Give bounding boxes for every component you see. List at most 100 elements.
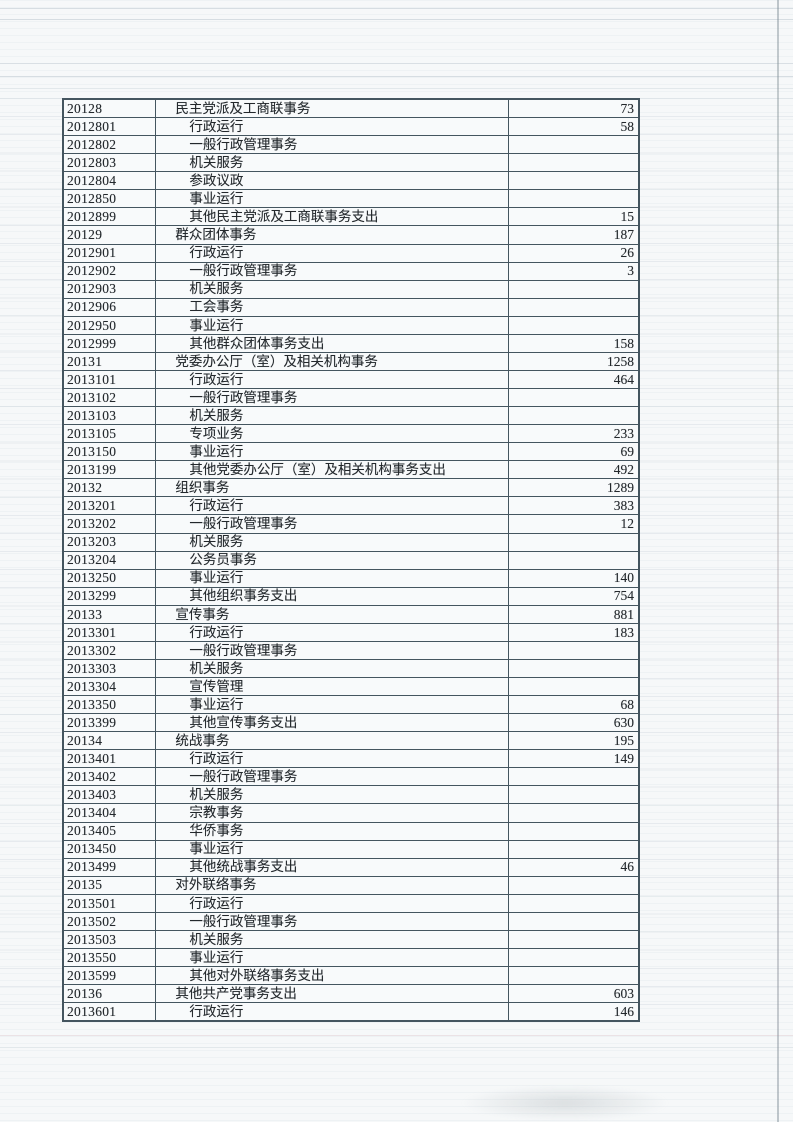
row-description: 对外联络事务 bbox=[156, 876, 509, 894]
row-description: 其他共产党事务支出 bbox=[156, 985, 509, 1003]
scan-artifact-line bbox=[0, 1035, 793, 1036]
table-row: 2013202 一般行政管理事务 12 bbox=[64, 514, 638, 533]
row-description: 一般行政管理事务 bbox=[156, 136, 509, 154]
row-description: 一般行政管理事务 bbox=[156, 641, 509, 659]
row-description: 宣传管理 bbox=[156, 678, 509, 696]
row-code: 2013404 bbox=[64, 804, 157, 822]
row-amount: 1258 bbox=[607, 353, 634, 369]
row-amount: 158 bbox=[613, 335, 634, 351]
row-description: 行政运行 bbox=[156, 1003, 509, 1021]
row-description: 一般行政管理事务 bbox=[156, 515, 509, 533]
row-description: 群众团体事务 bbox=[156, 226, 509, 244]
row-description: 其他群众团体事务支出 bbox=[156, 334, 509, 352]
table-row: 2012903 机关服务 bbox=[64, 279, 638, 298]
table-row: 2013201 行政运行 383 bbox=[64, 496, 638, 515]
row-amount bbox=[509, 877, 638, 894]
row-description: 机关服务 bbox=[156, 533, 509, 551]
row-code: 2013304 bbox=[64, 678, 157, 696]
row-code: 2013601 bbox=[64, 1003, 157, 1021]
table-row: 2012999 其他群众团体事务支出 158 bbox=[64, 333, 638, 352]
table-row: 20132 组织事务 1289 bbox=[64, 478, 638, 497]
table-row: 2013405 华侨事务 bbox=[64, 821, 638, 840]
row-amount bbox=[509, 281, 638, 298]
table-row: 2013203 机关服务 bbox=[64, 532, 638, 551]
row-amount bbox=[509, 768, 638, 785]
row-amount bbox=[509, 299, 638, 316]
row-amount bbox=[509, 552, 638, 569]
table-row: 2012902 一般行政管理事务 3 bbox=[64, 261, 638, 280]
row-description: 机关服务 bbox=[156, 659, 509, 677]
row-code: 20129 bbox=[64, 226, 157, 244]
row-amount bbox=[509, 913, 638, 930]
row-description: 机关服务 bbox=[156, 786, 509, 804]
row-code: 20134 bbox=[64, 732, 157, 750]
row-description: 其他组织事务支出 bbox=[156, 587, 509, 605]
row-description: 一般行政管理事务 bbox=[156, 912, 509, 930]
row-description: 组织事务 bbox=[156, 479, 509, 497]
table-row: 2013301 行政运行 183 bbox=[64, 622, 638, 641]
row-code: 2013450 bbox=[64, 840, 157, 858]
table-row: 2013199 其他党委办公厅（室）及相关机构事务支出 492 bbox=[64, 460, 638, 479]
row-description: 行政运行 bbox=[156, 894, 509, 912]
row-description: 机关服务 bbox=[156, 280, 509, 298]
row-amount: 15 bbox=[620, 209, 635, 225]
row-description: 宣传事务 bbox=[156, 605, 509, 623]
row-code: 20133 bbox=[64, 605, 157, 623]
row-amount bbox=[509, 534, 638, 551]
row-amount bbox=[509, 642, 638, 659]
row-amount: 1289 bbox=[607, 480, 634, 496]
table-row: 2012802 一般行政管理事务 bbox=[64, 135, 638, 154]
row-amount bbox=[509, 786, 638, 803]
row-code: 2013250 bbox=[64, 569, 157, 587]
row-amount bbox=[509, 317, 638, 334]
row-code: 2013103 bbox=[64, 407, 157, 425]
row-code: 2013150 bbox=[64, 443, 157, 461]
scan-smudge bbox=[460, 1085, 670, 1121]
table-row: 2013501 行政运行 bbox=[64, 893, 638, 912]
row-amount bbox=[509, 804, 638, 821]
table-row: 2013503 机关服务 bbox=[64, 929, 638, 948]
row-description: 其他统战事务支出 bbox=[156, 858, 509, 876]
table-row: 2012906 工会事务 bbox=[64, 297, 638, 316]
scan-artifact-line bbox=[0, 8, 793, 9]
row-code: 2013101 bbox=[64, 370, 157, 388]
row-code: 2013204 bbox=[64, 551, 157, 569]
row-description: 工会事务 bbox=[156, 298, 509, 316]
scan-artifact-vertical-line bbox=[777, 0, 779, 1122]
scan-artifact-line bbox=[0, 1047, 793, 1048]
row-description: 一般行政管理事务 bbox=[156, 262, 509, 280]
row-description: 专项业务 bbox=[156, 425, 509, 443]
row-description: 一般行政管理事务 bbox=[156, 389, 509, 407]
table-row: 2012801 行政运行 58 bbox=[64, 117, 638, 136]
row-amount bbox=[509, 136, 638, 153]
table-row: 20134 统战事务 195 bbox=[64, 731, 638, 750]
row-code: 2013403 bbox=[64, 786, 157, 804]
row-code: 2013203 bbox=[64, 533, 157, 551]
row-description: 一般行政管理事务 bbox=[156, 768, 509, 786]
table-row: 2013105 专项业务 233 bbox=[64, 424, 638, 443]
row-code: 2013199 bbox=[64, 461, 157, 479]
table-row: 2013404 宗教事务 bbox=[64, 803, 638, 822]
row-description: 行政运行 bbox=[156, 623, 509, 641]
row-amount bbox=[509, 841, 638, 858]
row-code: 20135 bbox=[64, 876, 157, 894]
row-code: 2012801 bbox=[64, 118, 157, 136]
row-description: 其他党委办公厅（室）及相关机构事务支出 bbox=[156, 461, 509, 479]
row-amount bbox=[509, 190, 638, 207]
row-code: 2013405 bbox=[64, 822, 157, 840]
row-description: 其他对外联络事务支出 bbox=[156, 967, 509, 985]
row-code: 2012902 bbox=[64, 262, 157, 280]
table-row: 2013103 机关服务 bbox=[64, 406, 638, 425]
row-description: 华侨事务 bbox=[156, 822, 509, 840]
row-description: 事业运行 bbox=[156, 190, 509, 208]
row-description: 其他民主党派及工商联事务支出 bbox=[156, 208, 509, 226]
row-code: 2012901 bbox=[64, 244, 157, 262]
table-row: 20136 其他共产党事务支出 603 bbox=[64, 984, 638, 1003]
row-amount: 146 bbox=[613, 1003, 634, 1019]
row-amount bbox=[509, 407, 638, 424]
row-amount: 754 bbox=[613, 588, 634, 604]
row-description: 公务员事务 bbox=[156, 551, 509, 569]
row-amount: 73 bbox=[620, 100, 635, 116]
row-description: 机关服务 bbox=[156, 930, 509, 948]
row-amount: 140 bbox=[613, 570, 634, 586]
